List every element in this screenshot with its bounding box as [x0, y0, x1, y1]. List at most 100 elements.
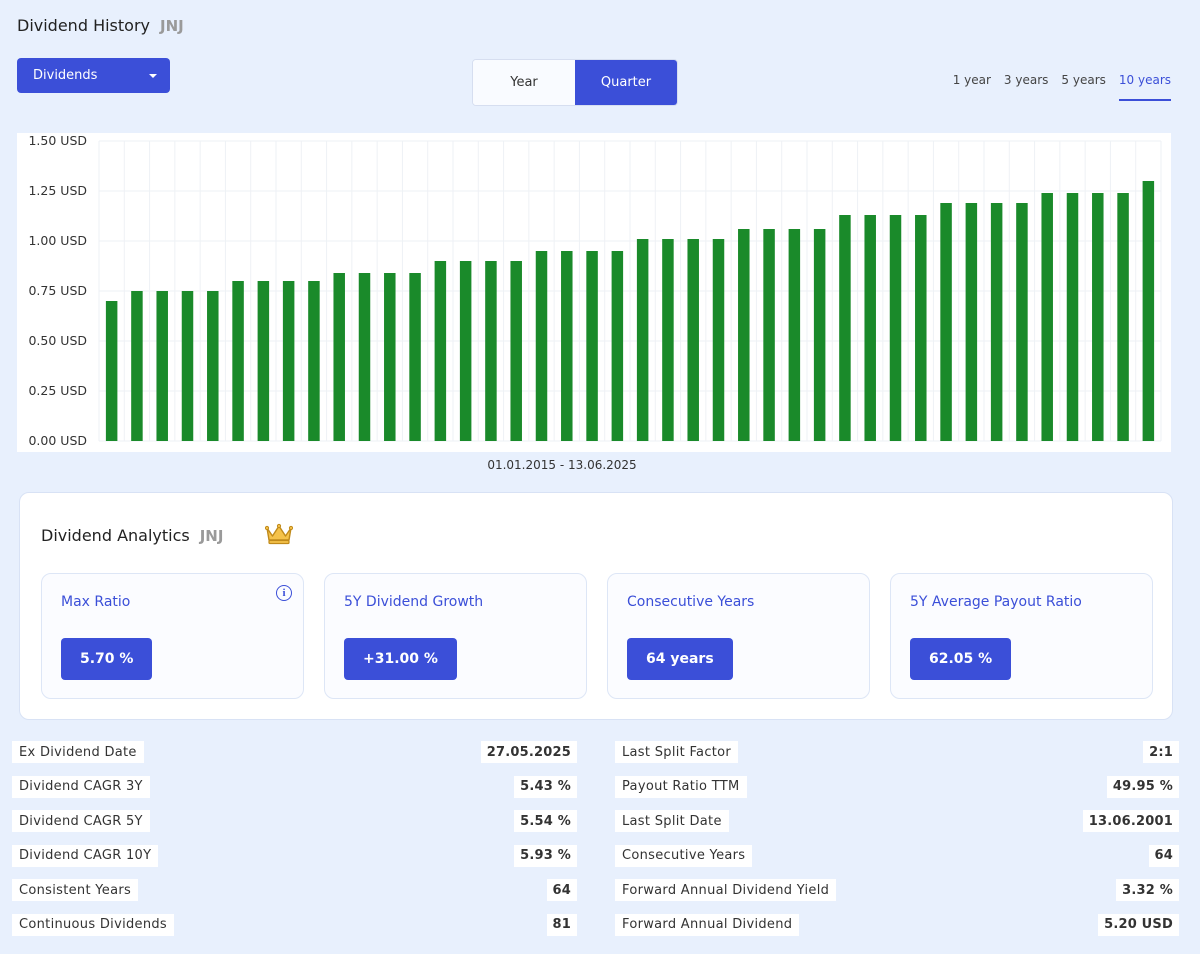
stat-label: Ex Dividend Date	[12, 741, 144, 763]
dividend-bar-chart: 0.00 USD 0.25 USD 0.50 USD 0.75 USD 1.00 USD…	[28, 133, 1162, 448]
dividend-bar	[1016, 203, 1028, 441]
dividend-bar	[687, 239, 699, 441]
stat-value: 5.54 %	[514, 810, 577, 833]
dividend-bar	[257, 281, 270, 441]
card-value: 5.70 %	[61, 638, 153, 680]
stat-value: 64	[546, 879, 577, 902]
range-tab-5-years[interactable]: 5 years	[1061, 73, 1106, 87]
stat-value: 5.93 %	[514, 844, 577, 867]
dividend-bar	[358, 273, 371, 441]
stat-value: 27.05.2025	[480, 741, 577, 763]
analytics-cards: Max Ratio i 5.70 % 5Y Dividend Growth +3…	[41, 573, 1153, 699]
dividend-bar	[940, 203, 952, 441]
stat-row: Dividend CAGR 10Y 5.93 %	[12, 844, 577, 880]
stat-label: Last Split Factor	[615, 741, 739, 763]
y-tick-label: 1.50 USD	[28, 133, 87, 148]
dividend-bar	[813, 229, 826, 441]
stat-label: Dividend CAGR 10Y	[12, 844, 159, 867]
analytics-header: Dividend Analytics JNJ	[41, 526, 223, 545]
analytics-ticker: JNJ	[199, 527, 224, 545]
dividend-bar	[889, 215, 902, 441]
dividend-bar	[409, 273, 421, 441]
dividend-bar	[232, 281, 244, 441]
dividend-bar	[1117, 193, 1129, 441]
stat-row: Dividend CAGR 5Y 5.54 %	[12, 810, 577, 845]
dividend-bar	[788, 229, 801, 441]
dividend-bar	[459, 261, 472, 441]
dividend-bar	[636, 239, 649, 441]
card-consecutive-years: Consecutive Years 64 years	[607, 573, 870, 699]
stat-row: Last Split Date 13.06.2001	[615, 810, 1179, 845]
stat-value: 64	[1148, 844, 1179, 867]
metric-dropdown[interactable]: Dividends	[17, 58, 170, 93]
card-5y-dividend-growth: 5Y Dividend Growth +31.00 %	[324, 573, 587, 699]
stats-right: Last Split Factor 2:1 Payout Ratio TTM 49.…	[615, 741, 1179, 949]
dividend-bar	[510, 261, 522, 441]
dividend-bar	[485, 261, 497, 441]
range-tab-3-years[interactable]: 3 years	[1003, 73, 1049, 87]
card-label: 5Y Dividend Growth	[344, 594, 484, 610]
dividend-bar	[712, 239, 725, 441]
toggle-year-button[interactable]: Year	[473, 60, 575, 105]
card-value: +31.00 %	[344, 638, 457, 680]
y-tick-label: 0.50 USD	[28, 333, 87, 348]
dividend-bar	[662, 239, 674, 441]
stat-label: Continuous Dividends	[12, 913, 174, 936]
stat-row: Consecutive Years 64	[615, 844, 1179, 880]
toggle-quarter-button[interactable]: Quarter	[575, 60, 677, 105]
y-tick-label: 0.75 USD	[28, 283, 87, 298]
info-icon[interactable]: i	[276, 585, 292, 601]
dividend-bar	[434, 261, 447, 441]
dividend-bar	[181, 291, 194, 441]
dividend-bar	[1092, 193, 1104, 441]
dividend-bar	[535, 251, 548, 441]
stat-value: 3.32 %	[1116, 879, 1179, 902]
stat-value: 2:1	[1143, 741, 1179, 763]
stat-value: 5.43 %	[514, 775, 577, 798]
stat-label: Forward Annual Dividend Yield	[615, 879, 837, 902]
dividend-bar	[839, 215, 851, 441]
stat-row: Payout Ratio TTM 49.95 %	[615, 775, 1179, 811]
stat-value: 81	[546, 913, 577, 936]
dividend-bar	[586, 251, 598, 441]
stat-value: 5.20 USD	[1098, 913, 1179, 936]
dividend-bar	[990, 203, 1003, 441]
card-label: Max Ratio	[61, 594, 131, 610]
stat-label: Consecutive Years	[615, 844, 753, 867]
stat-row: Continuous Dividends 81	[12, 913, 577, 949]
chevron-down-icon	[149, 74, 157, 78]
dividend-bar	[1142, 181, 1155, 441]
range-tab-10-years[interactable]: 10 years	[1118, 73, 1172, 101]
dividend-bar	[864, 215, 876, 441]
dividend-bar	[611, 251, 624, 441]
dropdown-selected-value: Dividends	[33, 68, 98, 83]
y-tick-label: 1.25 USD	[28, 183, 87, 198]
period-toggle: Year Quarter	[472, 59, 678, 106]
stat-label: Consistent Years	[12, 879, 139, 902]
dividend-bar	[738, 229, 750, 441]
card-label: Consecutive Years	[627, 594, 755, 610]
card-max-ratio: Max Ratio i 5.70 %	[41, 573, 304, 699]
dividend-bar	[333, 273, 345, 441]
stat-label: Dividend CAGR 5Y	[12, 810, 150, 833]
stat-row: Forward Annual Dividend 5.20 USD	[615, 913, 1179, 949]
dividend-bar	[1041, 193, 1053, 441]
dividend-bar	[384, 273, 396, 441]
range-tabs: 1 year 3 years 5 years 10 years	[952, 73, 1172, 101]
dividend-bar	[763, 229, 775, 441]
dividend-bar	[561, 251, 573, 441]
y-tick-label: 0.00 USD	[28, 433, 87, 448]
stat-value: 49.95 %	[1106, 775, 1179, 798]
page-header: Dividend History JNJ	[17, 16, 184, 35]
y-tick-label: 0.25 USD	[28, 383, 87, 398]
range-tab-1-year[interactable]: 1 year	[952, 73, 991, 87]
page-title: Dividend History	[17, 16, 150, 35]
ticker-label: JNJ	[159, 17, 184, 35]
dividend-bar	[105, 301, 118, 441]
stat-label: Payout Ratio TTM	[615, 775, 747, 798]
stat-label: Last Split Date	[615, 810, 729, 833]
card-label: 5Y Average Payout Ratio	[910, 594, 1082, 610]
dividend-bar	[1066, 193, 1079, 441]
dividend-bar	[282, 281, 295, 441]
stat-row: Last Split Factor 2:1	[615, 741, 1179, 776]
